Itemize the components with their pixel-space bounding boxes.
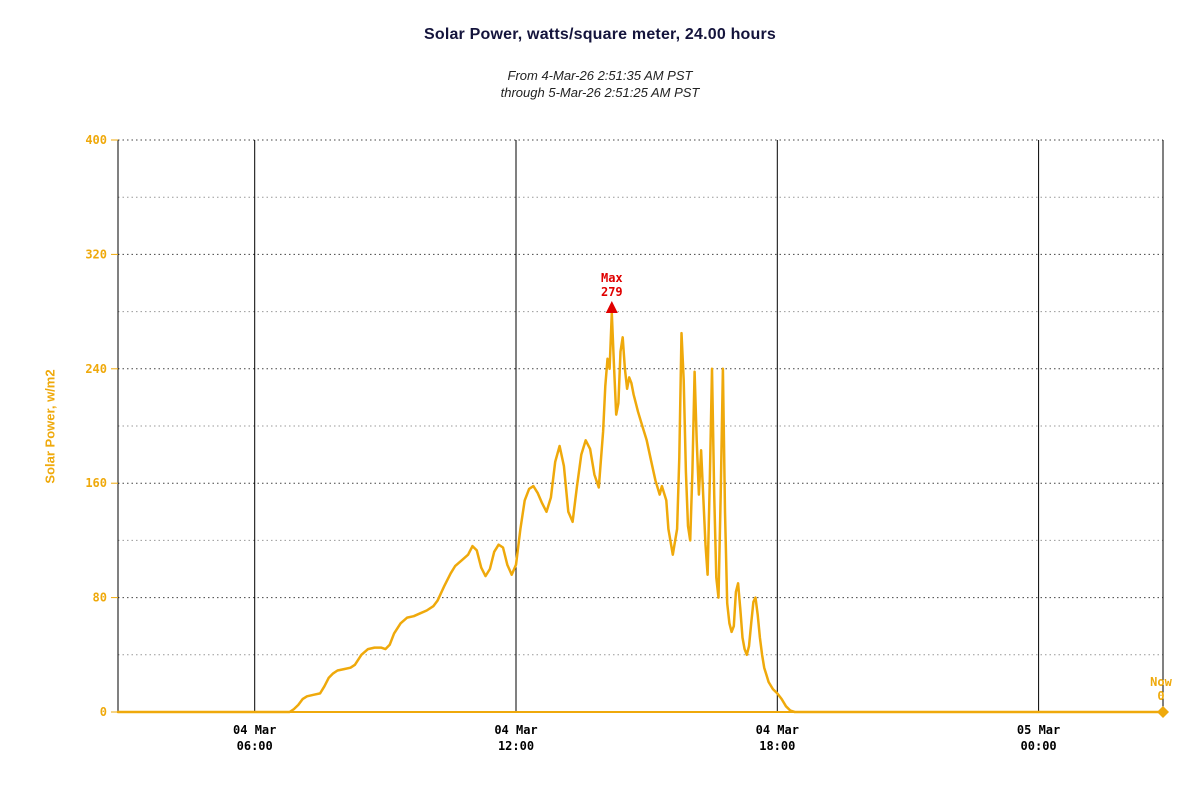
y-tick-label: 400 bbox=[85, 133, 107, 147]
x-tick-label-time: 12:00 bbox=[498, 739, 534, 753]
x-tick-label-time: 06:00 bbox=[237, 739, 273, 753]
x-tick-label-time: 18:00 bbox=[759, 739, 795, 753]
chart-subtitle-through: through 5-Mar-26 2:51:25 AM PST bbox=[500, 85, 700, 100]
now-marker-diamond bbox=[1157, 706, 1169, 718]
x-tick-label-date: 04 Mar bbox=[756, 723, 799, 737]
y-tick-label: 0 bbox=[100, 705, 107, 719]
y-tick-label: 80 bbox=[93, 591, 107, 605]
x-tick-label-date: 04 Mar bbox=[233, 723, 276, 737]
now-value-label: 0 bbox=[1157, 689, 1164, 703]
x-tick-label-time: 00:00 bbox=[1021, 739, 1057, 753]
x-tick-label-date: 04 Mar bbox=[494, 723, 537, 737]
y-tick-label: 240 bbox=[85, 362, 107, 376]
x-tick-label-date: 05 Mar bbox=[1017, 723, 1060, 737]
y-tick-label: 320 bbox=[85, 247, 107, 261]
max-label: Max bbox=[601, 271, 623, 285]
chart-subtitle-from: From 4-Mar-26 2:51:35 AM PST bbox=[507, 68, 693, 83]
series-line-solar-power bbox=[116, 311, 1165, 714]
y-tick-label: 160 bbox=[85, 476, 107, 490]
now-label: Now bbox=[1150, 675, 1172, 689]
chart-title: Solar Power, watts/square meter, 24.00 h… bbox=[423, 26, 777, 43]
max-marker-triangle bbox=[605, 301, 618, 313]
max-value-label: 279 bbox=[601, 285, 623, 299]
